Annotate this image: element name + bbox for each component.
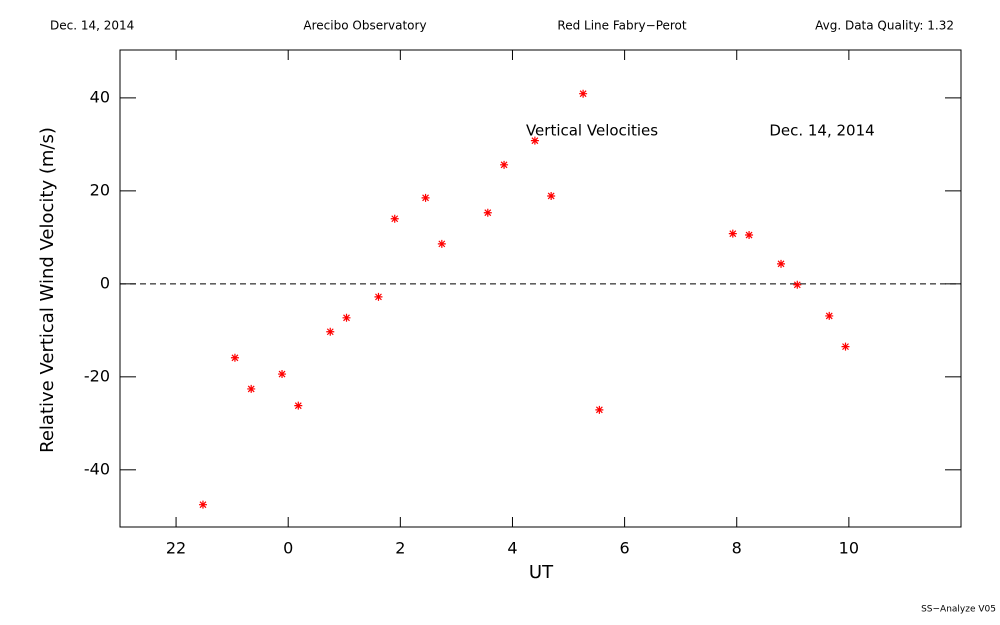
header-quality: Avg. Data Quality: 1.32 bbox=[815, 19, 954, 33]
x-tick-label: 22 bbox=[166, 539, 186, 558]
y-tick-label: -20 bbox=[84, 366, 110, 385]
data-point bbox=[326, 327, 335, 336]
annotation: Vertical Velocities bbox=[526, 122, 658, 140]
y-tick-label: 20 bbox=[90, 180, 110, 199]
footer: SS−Analyze V05 bbox=[921, 605, 996, 615]
x-tick-label: 4 bbox=[507, 539, 517, 558]
data-point bbox=[374, 292, 383, 301]
y-tick-label: 40 bbox=[90, 87, 110, 106]
y-tick-label: -40 bbox=[84, 459, 110, 478]
x-tick-label: 8 bbox=[732, 539, 742, 558]
data-point bbox=[841, 342, 850, 351]
data-point bbox=[294, 401, 303, 410]
x-tick-label: 0 bbox=[283, 539, 293, 558]
data-point bbox=[342, 313, 351, 322]
data-point bbox=[247, 384, 256, 393]
data-point bbox=[437, 239, 446, 248]
plot-frame bbox=[119, 49, 962, 528]
annotation: Dec. 14, 2014 bbox=[769, 122, 874, 140]
header-instrument: Red Line Fabry−Perot bbox=[557, 19, 687, 33]
data-point bbox=[421, 193, 430, 202]
data-point bbox=[278, 370, 287, 379]
y-tick-label: 0 bbox=[100, 273, 110, 292]
data-point bbox=[530, 136, 539, 145]
data-point bbox=[230, 353, 239, 362]
data-point bbox=[745, 231, 754, 240]
data-point bbox=[777, 259, 786, 268]
x-tick-label: 2 bbox=[395, 539, 405, 558]
data-point bbox=[595, 405, 604, 414]
data-point bbox=[547, 191, 556, 200]
data-point bbox=[579, 89, 588, 98]
data-point bbox=[198, 500, 207, 509]
data-point bbox=[825, 311, 834, 320]
data-point bbox=[500, 160, 509, 169]
header-site: Arecibo Observatory bbox=[303, 19, 426, 33]
x-axis-label: UT bbox=[529, 562, 554, 583]
header-date: Dec. 14, 2014 bbox=[50, 19, 134, 33]
data-point bbox=[483, 208, 492, 217]
y-axis-label: Relative Vertical Wind Velocity (m/s) bbox=[37, 127, 58, 453]
data-point bbox=[728, 229, 737, 238]
data-point bbox=[793, 280, 802, 289]
x-tick-label: 10 bbox=[839, 539, 859, 558]
data-point bbox=[390, 214, 399, 223]
x-tick-label: 6 bbox=[620, 539, 630, 558]
